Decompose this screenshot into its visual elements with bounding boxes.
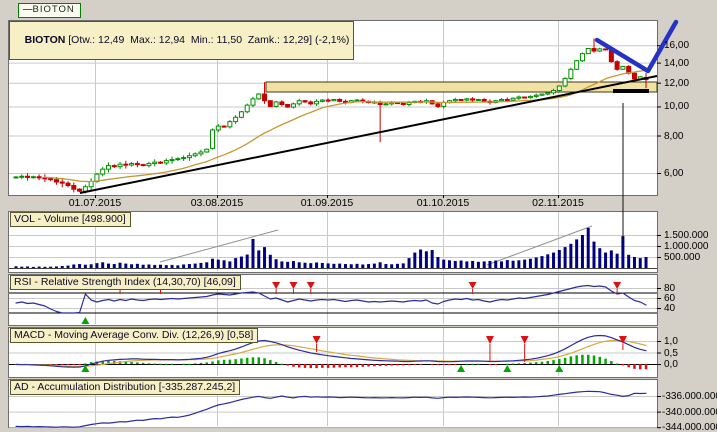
info-symbol: BIOTON bbox=[24, 34, 66, 46]
date-axis-label: 02.11.2015 bbox=[532, 197, 584, 209]
open-label: [Otw.: bbox=[65, 34, 99, 46]
min-value: 11,50 bbox=[216, 34, 243, 46]
legend-symbol-label: BIOTON bbox=[32, 4, 75, 15]
date-axis-label: 01.07.2015 bbox=[68, 197, 122, 209]
volume-bars bbox=[14, 227, 648, 268]
volume-axis-label: 500.000 bbox=[664, 252, 701, 263]
date-axis-label: 03.08.2015 bbox=[190, 197, 244, 209]
change-value: (-2,1%) bbox=[315, 34, 350, 46]
price-axis-label: 12,00 bbox=[664, 77, 690, 89]
volume-panel-header: VOL - Volume [498.900] bbox=[10, 212, 131, 227]
price-axis-label: 10,00 bbox=[664, 101, 690, 113]
date-axis-label: 01.10.2015 bbox=[416, 197, 470, 209]
rsi-axis-label: 60 bbox=[664, 293, 676, 304]
close-value: 12,29 bbox=[282, 34, 310, 46]
volume-axis-label: 1.000.000 bbox=[664, 241, 709, 252]
date-axis-label: 01.09.2015 bbox=[300, 197, 354, 209]
price-axis-label: 16,00 bbox=[664, 40, 690, 52]
ad-axis-label: -340.000.000 bbox=[662, 406, 717, 418]
macd-axis-label: 0,0 bbox=[664, 359, 678, 370]
price-axis-label: 6,00 bbox=[664, 168, 684, 179]
rsi-panel-header: RSI - Relative Strength Index (14,30,70)… bbox=[10, 275, 241, 290]
series-legend[interactable]: —BIOTON bbox=[18, 3, 81, 18]
ad-axis-label: -344.000.000 bbox=[662, 422, 717, 432]
max-label: Max.: bbox=[124, 34, 159, 46]
min-label: Min.: bbox=[185, 34, 217, 46]
price-axis-label: 8,00 bbox=[664, 130, 684, 142]
macd-histogram bbox=[14, 354, 648, 370]
max-value: 12,94 bbox=[158, 34, 186, 46]
candles bbox=[13, 38, 649, 194]
rsi-axis-label: 80 bbox=[664, 283, 676, 294]
ohlc-info-bar: BIOTON [Otw.: 12,49 Max.: 12,94 Min.: 11… bbox=[9, 21, 355, 60]
open-value: 12,49 bbox=[98, 34, 125, 46]
ad-axis-label: -336.000.000 bbox=[662, 391, 717, 402]
close-label: Zamk.: bbox=[242, 34, 283, 46]
legend-line-swatch: — bbox=[23, 4, 33, 15]
macd-axis-label: 1,0 bbox=[664, 336, 678, 347]
rsi-axis-label: 40 bbox=[664, 303, 676, 314]
ad-panel-header: AD - Accumulation Distribution [-335.287… bbox=[10, 380, 241, 395]
macd-axis-label: 0,5 bbox=[664, 347, 678, 359]
blue-v-annotation bbox=[594, 19, 679, 74]
volume-axis-label: 1.500.000 bbox=[664, 230, 709, 241]
bracket: ] bbox=[309, 34, 315, 46]
macd-panel-header: MACD - Moving Average Conv. Div. (12,26,… bbox=[10, 328, 259, 343]
price-axis-label: 14,00 bbox=[664, 57, 690, 69]
